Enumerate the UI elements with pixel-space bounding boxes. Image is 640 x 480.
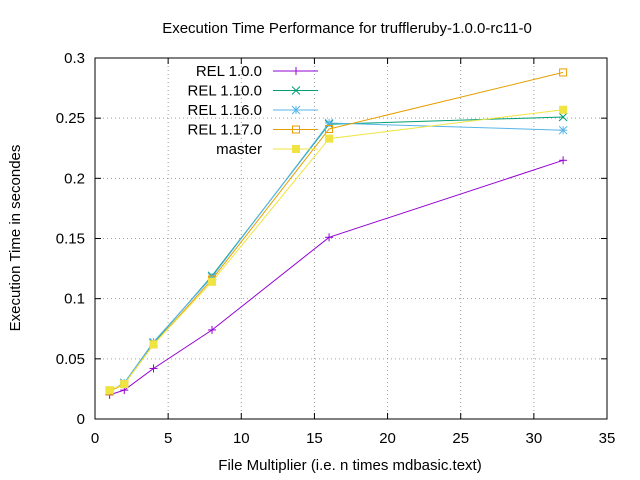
data-point (149, 340, 158, 349)
grid-lines (95, 58, 607, 419)
data-point (325, 124, 334, 133)
series-rel-1-10-0 (105, 112, 568, 396)
series-line (109, 122, 564, 392)
y-tick-label: 0 (77, 411, 85, 428)
data-point (120, 380, 129, 389)
data-point (325, 233, 334, 242)
data-point (208, 325, 217, 334)
x-tick-label: 10 (233, 430, 250, 447)
x-tick-label: 25 (452, 430, 469, 447)
series-line (109, 159, 564, 396)
data-point (559, 156, 568, 165)
legend-marker (291, 105, 301, 115)
legend-marker (292, 67, 300, 75)
series-line (109, 71, 564, 392)
chart-title: Execution Time Performance for truffleru… (162, 20, 532, 37)
y-tick-label: 0.05 (56, 351, 85, 368)
axis-ticks: 0 5 10 15 20 25 30 35 0 0.05 0.1 0.15 0.2 0.25 0.3 (56, 50, 616, 447)
legend-label: REL 1.17.0 (188, 122, 263, 139)
x-tick-label: 30 (526, 430, 543, 447)
legend-entry: REL 1.17.0 (188, 122, 318, 139)
legend-label: REL 1.10.0 (188, 83, 263, 100)
series-line (109, 116, 564, 392)
legend-marker (292, 125, 300, 134)
data-point (105, 386, 114, 395)
legend-entry: master (216, 141, 318, 158)
x-axis-label: File Multiplier (i.e. n times mdbasic.te… (218, 457, 481, 474)
y-tick-label: 0.15 (56, 231, 85, 248)
y-tick-label: 0.25 (56, 110, 85, 127)
data-point (149, 364, 158, 373)
y-tick-label: 0.2 (64, 170, 85, 187)
data-point (558, 112, 568, 122)
legend-marker (291, 86, 301, 95)
data-point (558, 125, 568, 135)
y-tick-label: 0.3 (64, 50, 85, 67)
series-line (109, 109, 564, 391)
y-axis-label: Execution Time in secondes (7, 145, 24, 332)
legend-marker (292, 145, 300, 153)
legend-label: master (216, 141, 262, 158)
legend-entry: REL 1.10.0 (188, 83, 318, 100)
legend-label: REL 1.16.0 (188, 102, 263, 119)
legend-entry: REL 1.0.0 (196, 63, 318, 80)
data-point (208, 277, 217, 286)
legend: REL 1.0.0 REL 1.10.0 REL 1.16.0 REL 1.17.0 m… (188, 63, 318, 158)
series-lines (105, 68, 568, 399)
data-point (559, 68, 568, 77)
legend-entry: REL 1.16.0 (188, 102, 318, 119)
data-point (559, 105, 568, 114)
y-tick-label: 0.1 (64, 291, 85, 308)
x-tick-label: 5 (164, 430, 172, 447)
x-tick-label: 15 (306, 430, 323, 447)
legend-label: REL 1.0.0 (196, 63, 262, 80)
x-tick-label: 20 (379, 430, 396, 447)
series-master (105, 105, 568, 395)
x-tick-label: 0 (91, 430, 99, 447)
x-tick-label: 35 (599, 430, 616, 447)
data-point (325, 134, 334, 143)
series-rel-1-0-0 (105, 156, 568, 399)
